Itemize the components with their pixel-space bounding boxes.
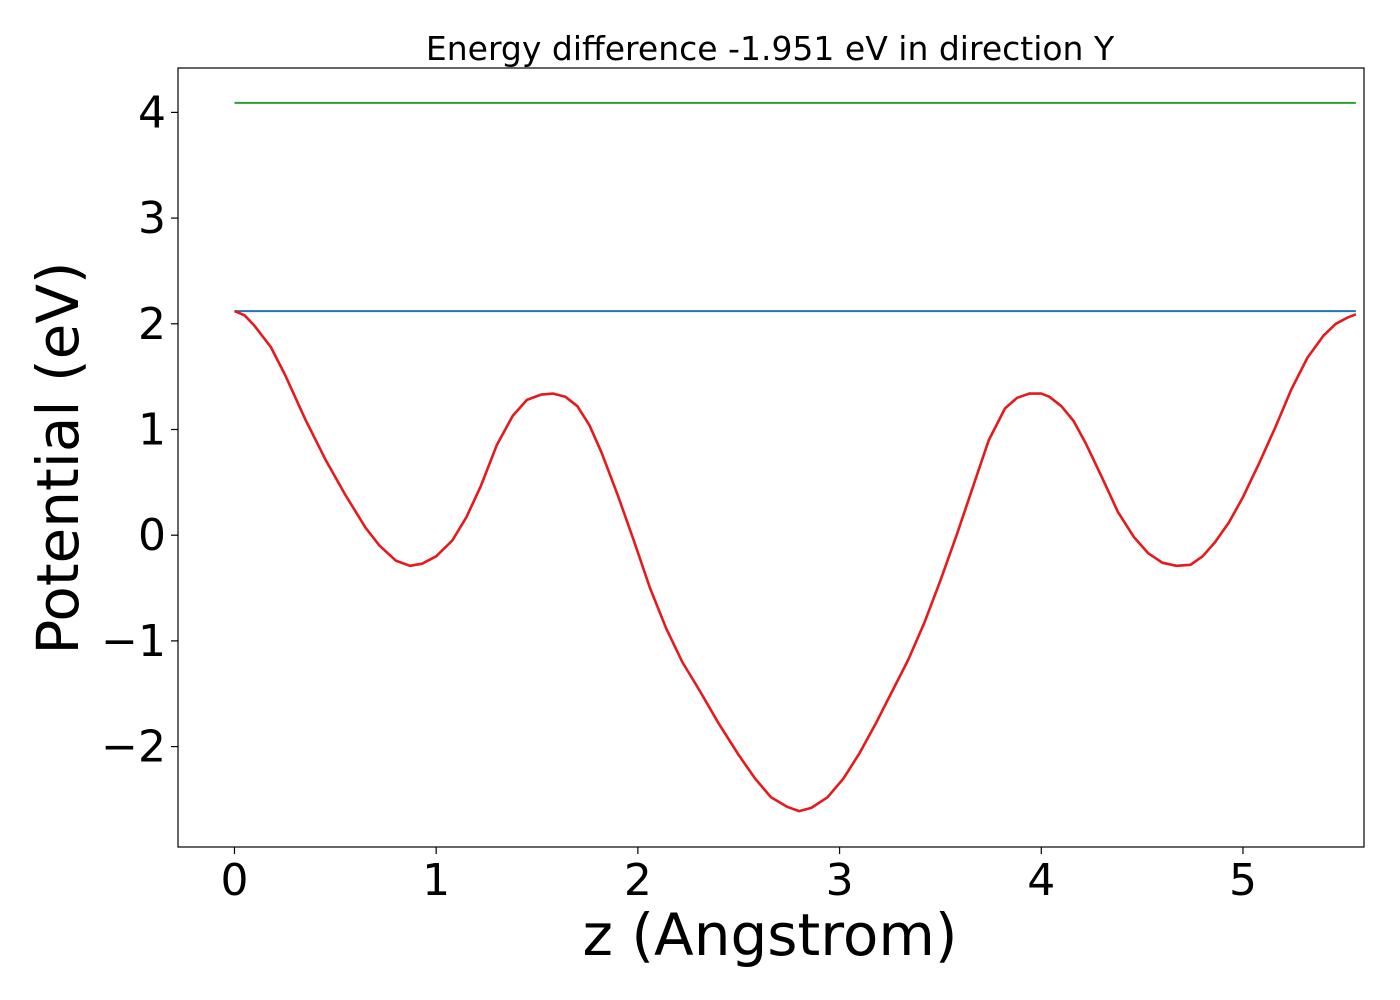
- y-tick-label: 3: [138, 193, 166, 244]
- x-tick-label: 2: [624, 855, 652, 906]
- y-axis-label: Potential (eV): [24, 261, 92, 654]
- series-layer: [234, 101, 1357, 813]
- series-line-2: [234, 309, 1357, 813]
- y-tick-label: 4: [138, 87, 166, 138]
- x-axis-ticks: 0 1 2 3 4 5: [220, 847, 1257, 906]
- x-tick-label: 5: [1229, 855, 1257, 906]
- y-axis-ticks: −2 −1 0 1 2 3 4: [101, 87, 178, 773]
- x-tick-label: 0: [220, 855, 248, 906]
- x-axis-label: z (Angstrom): [583, 901, 958, 969]
- plot-area-frame: [177, 67, 1365, 848]
- x-tick-label: 1: [422, 855, 450, 906]
- x-tick-label: 4: [1027, 855, 1055, 906]
- y-tick-label: 2: [138, 299, 166, 350]
- y-tick-label: −1: [101, 616, 166, 667]
- y-tick-label: 1: [138, 404, 166, 455]
- y-tick-label: −2: [101, 722, 166, 773]
- chart-title: Energy difference -1.951 eV in direction…: [426, 29, 1115, 68]
- x-tick-label: 3: [826, 855, 854, 906]
- y-tick-label: 0: [138, 510, 166, 561]
